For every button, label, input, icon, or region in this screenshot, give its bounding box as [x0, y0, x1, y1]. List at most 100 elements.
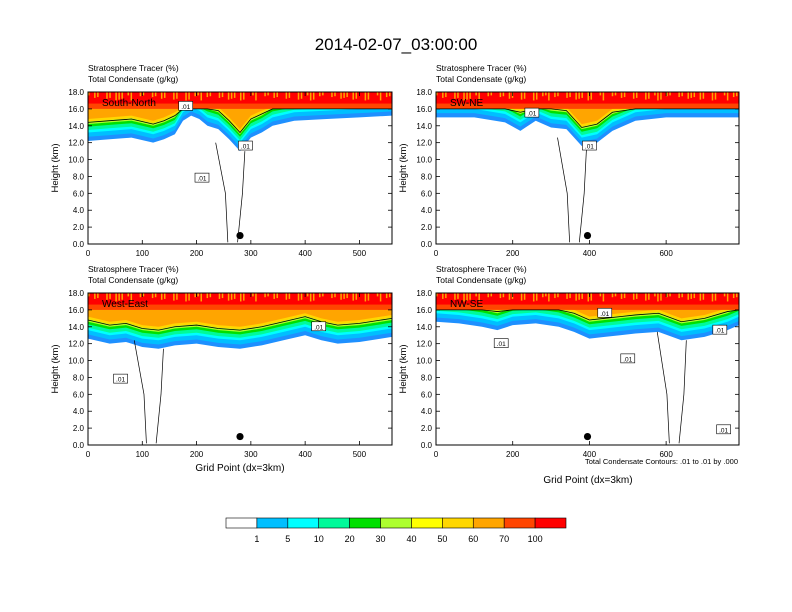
- contour-label-box: [113, 373, 128, 384]
- tracer-streak: [436, 92, 438, 96]
- contour-line: [88, 316, 392, 331]
- tracer-streak: [463, 92, 465, 101]
- contour-label-box: [597, 307, 613, 318]
- tracer-streak: [723, 92, 726, 96]
- y-tick-label: 12.0: [416, 340, 432, 349]
- tracer-streak: [185, 293, 187, 302]
- tracer-streak: [139, 293, 142, 298]
- contour-label: .01: [715, 328, 724, 335]
- tracer-streak: [206, 293, 209, 299]
- tracer-streak: [230, 92, 233, 99]
- colorbar-tick-label: 5: [285, 534, 290, 544]
- tracer-streak: [523, 92, 526, 99]
- panel-title: West-East: [102, 299, 148, 310]
- panel-west-east: .01 .01 0.0 2.0 4.0 6.0 8.0 10.0 12.0 14.0 16.0 18.…: [50, 264, 393, 459]
- tracer-streak: [475, 293, 477, 297]
- tracer-streak: [355, 293, 358, 300]
- tracer-streak: [611, 92, 614, 97]
- y-tick-label: 8.0: [421, 172, 433, 181]
- tracer-streak: [176, 293, 178, 300]
- y-tick-label: 14.0: [68, 323, 84, 332]
- y-tick-label: 10.0: [416, 156, 432, 165]
- tracer-streak: [523, 293, 526, 300]
- colorbar-tick-label: 50: [437, 534, 447, 544]
- tracer-streak: [334, 92, 336, 97]
- tracer-streak: [681, 293, 683, 298]
- y-axis-label: Height (km): [398, 344, 409, 393]
- tracer-streak: [197, 92, 199, 96]
- tracer-streak: [115, 293, 117, 302]
- tracer-streak: [508, 92, 511, 99]
- tracer-streak: [687, 293, 689, 300]
- tracer-streak: [255, 293, 257, 302]
- contour-label-box: [524, 107, 540, 118]
- location-marker: [236, 432, 244, 441]
- y-tick-label: 12.0: [68, 340, 84, 349]
- tracer-streak: [445, 293, 447, 299]
- tracer-streak: [206, 92, 209, 98]
- y-tick-label: 0.0: [73, 240, 85, 249]
- x-tick-label: 600: [659, 450, 673, 459]
- tracer-streak: [635, 92, 638, 98]
- tracer-streak: [185, 92, 187, 101]
- colorbar-tick-label: 10: [314, 534, 324, 544]
- tracer-streak: [227, 92, 230, 100]
- panel-nw-se: .01 .01 .01 .01 .01 0.0 2.0 4.0 6.0 8.0 10.0 12.0 14…: [398, 264, 740, 459]
- tracer-streak: [711, 293, 714, 302]
- tracer-streak: [532, 92, 535, 101]
- y-tick-label: 8.0: [421, 373, 433, 382]
- tracer-streak: [714, 92, 717, 100]
- y-tick-label: 10.0: [416, 357, 432, 366]
- tracer-streak: [240, 293, 242, 302]
- tracer-streak: [702, 293, 705, 300]
- tracer-streak: [115, 92, 117, 101]
- tracer-streak: [645, 92, 647, 100]
- tracer-streak: [194, 92, 196, 97]
- tracer-streak: [599, 293, 602, 297]
- contour-line: [436, 108, 739, 128]
- tracer-streak: [723, 293, 726, 297]
- tracer-streak: [209, 92, 212, 97]
- tracer-streak: [602, 92, 605, 101]
- tracer-streak: [581, 293, 583, 299]
- tracer-streak: [508, 293, 511, 300]
- tracer-streak: [240, 92, 242, 101]
- tracer-streak: [502, 293, 505, 298]
- tracer-streak: [127, 92, 130, 96]
- tracer-streak: [151, 92, 154, 98]
- x-axis-label-right: Grid Point (dx=3km): [543, 475, 632, 486]
- tracer-streak: [176, 92, 178, 99]
- tracer-streak: [218, 92, 221, 98]
- colorbar-tick-label: 40: [406, 534, 416, 544]
- tracer-streak: [726, 92, 729, 101]
- tracer-streak: [699, 293, 702, 301]
- axes-frame: [87, 91, 393, 245]
- colorbar-box: [287, 517, 320, 529]
- contour-label: .01: [181, 104, 190, 111]
- colorbar-tick-label: 60: [468, 534, 478, 544]
- tracer-streak: [469, 92, 471, 99]
- tracer-streak: [726, 293, 729, 302]
- tracer-streak: [142, 92, 145, 96]
- colorbar: 1 5 10 20 30 40 50 60 70 100: [225, 517, 567, 544]
- tracer-streak: [575, 92, 577, 100]
- tracer-streak: [94, 293, 96, 299]
- tracer-streak: [466, 293, 468, 301]
- tracer-streak: [376, 92, 379, 96]
- tracer-streak: [557, 92, 559, 97]
- tracer-streak: [454, 92, 456, 99]
- tracer-streak: [306, 92, 309, 96]
- tracer-streak: [542, 293, 544, 298]
- tracer-streak: [300, 92, 303, 99]
- condensate-contour: [557, 137, 587, 243]
- tracer-streak: [118, 293, 120, 301]
- x-tick-label: 0: [434, 450, 439, 459]
- contour-label: .01: [497, 341, 506, 348]
- x-tick-label: 200: [190, 450, 204, 459]
- y-tick-label: 16.0: [68, 306, 84, 315]
- tracer-streak: [267, 293, 269, 297]
- tracer-streak: [255, 92, 257, 101]
- tracer-streak: [300, 293, 303, 300]
- tracer-streak: [532, 293, 535, 302]
- contour-label: .01: [241, 144, 250, 151]
